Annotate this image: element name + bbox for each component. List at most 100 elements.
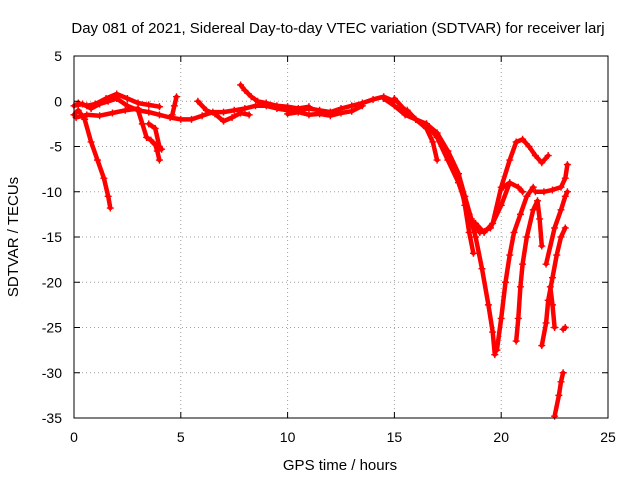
data-point <box>489 328 497 336</box>
x-axis-label: GPS time / hours <box>283 457 397 474</box>
data-point <box>252 102 260 110</box>
data-point <box>245 111 253 119</box>
data-point <box>145 120 153 128</box>
y-tick-label: -20 <box>42 274 62 290</box>
data-point <box>153 147 161 155</box>
data-point <box>369 95 377 103</box>
data-point <box>106 204 114 212</box>
data-point <box>134 106 142 114</box>
x-tick-label: 20 <box>493 429 509 445</box>
data-point <box>544 152 552 160</box>
data-point <box>444 147 452 155</box>
data-point <box>489 219 497 227</box>
y-tick-label: -15 <box>42 229 62 245</box>
data-point <box>158 145 166 153</box>
data-point <box>198 112 206 120</box>
data-point <box>241 86 249 94</box>
data-point <box>557 206 565 214</box>
series-arc-second-drop <box>422 120 477 257</box>
data-point <box>91 100 99 108</box>
series-arc-21h-loop <box>512 197 546 345</box>
data-point <box>403 106 411 114</box>
data-point <box>194 97 202 105</box>
data-point <box>202 106 210 114</box>
series-arc-rise-20h <box>493 183 537 354</box>
data-point <box>284 103 292 111</box>
data-point <box>74 99 82 107</box>
data-point <box>542 260 550 268</box>
x-tick-label: 5 <box>177 429 185 445</box>
series-arc-rebound-20h <box>472 135 552 236</box>
data-point <box>168 111 176 119</box>
y-tick-label: -10 <box>42 184 62 200</box>
y-tick-label: -35 <box>42 410 62 426</box>
x-tick-label: 0 <box>70 429 78 445</box>
y-tick-label: -30 <box>42 365 62 381</box>
data-point <box>390 95 398 103</box>
data-point <box>177 115 185 123</box>
data-point <box>96 112 104 120</box>
data-point <box>433 156 441 164</box>
data-point <box>538 242 546 250</box>
series-arc-22h-descent <box>546 283 559 331</box>
data-point <box>454 170 462 178</box>
data-point <box>230 106 238 114</box>
data-point <box>519 260 527 268</box>
data-point <box>529 183 537 191</box>
data-point <box>145 101 153 109</box>
data-point <box>563 161 571 169</box>
data-point <box>548 274 556 282</box>
data-point <box>529 206 537 214</box>
data-point <box>220 117 228 125</box>
data-point <box>531 152 539 160</box>
data-point <box>254 97 262 105</box>
data-point <box>561 192 569 200</box>
data-point <box>220 108 228 116</box>
data-point <box>316 110 324 118</box>
data-point <box>273 102 281 110</box>
y-tick-label: -5 <box>50 139 63 155</box>
data-point <box>557 378 565 386</box>
x-tick-label: 25 <box>600 429 616 445</box>
data-point <box>465 228 473 236</box>
data-point <box>155 156 163 164</box>
data-point <box>472 219 480 227</box>
data-point <box>514 183 522 191</box>
data-point <box>484 301 492 309</box>
data-point <box>237 109 245 117</box>
data-point <box>390 102 398 110</box>
data-point <box>294 108 302 116</box>
data-point <box>512 337 520 345</box>
data-point <box>422 120 430 128</box>
data-point <box>506 251 514 259</box>
data-point <box>326 112 334 120</box>
y-tick-label: -25 <box>42 320 62 336</box>
data-point <box>555 391 563 399</box>
series-line <box>146 121 164 152</box>
data-point <box>211 110 219 118</box>
series-arc-8h-peak <box>237 81 313 112</box>
data-point <box>123 95 131 103</box>
data-point <box>113 90 121 98</box>
data-point <box>305 111 313 119</box>
data-point <box>542 319 550 327</box>
series-arc-late-22-23h <box>531 161 571 196</box>
data-point <box>551 412 559 420</box>
data-point <box>551 224 559 232</box>
data-point <box>262 99 270 107</box>
series-arc-22h-up <box>538 224 569 350</box>
data-point <box>551 324 559 331</box>
series-arc-6-8h <box>194 97 253 125</box>
series-arc-22-23h-steep <box>542 188 571 268</box>
data-point <box>506 179 514 187</box>
data-point <box>548 301 556 309</box>
data-point <box>478 265 486 273</box>
data-point <box>523 192 531 200</box>
data-point <box>469 249 477 257</box>
data-point <box>538 159 546 167</box>
data-point <box>284 110 292 118</box>
data-point <box>151 124 159 132</box>
data-point <box>536 215 544 223</box>
data-point <box>145 108 153 116</box>
